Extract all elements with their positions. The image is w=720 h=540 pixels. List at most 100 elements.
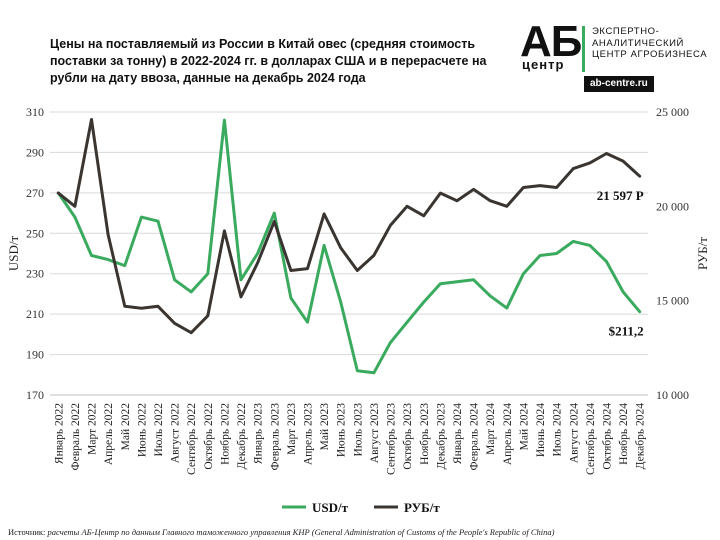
data-point — [356, 369, 359, 372]
data-point — [322, 212, 326, 216]
data-point — [588, 244, 592, 247]
x-tick-label: Февраль 2024 — [469, 403, 481, 471]
data-point — [123, 305, 126, 308]
data-point — [273, 220, 276, 223]
x-tick-label: Май 2022 — [120, 403, 132, 451]
x-tick-label: Июнь 2023 — [336, 403, 348, 457]
data-point — [538, 254, 542, 257]
data-point — [505, 205, 509, 208]
legend-label: РУБ/т — [404, 500, 440, 515]
x-tick-label: Декабрь 2022 — [236, 403, 248, 470]
data-point — [422, 300, 425, 304]
data-point — [90, 254, 93, 257]
x-tick-label: Январь 2023 — [253, 403, 265, 464]
y-right-tick-label: 15 000 — [656, 294, 689, 308]
data-point — [455, 199, 459, 202]
x-tick-label: Июль 2022 — [153, 403, 165, 457]
data-point — [372, 254, 376, 257]
chart-title: Цены на поставляемый из России в Китай о… — [50, 37, 487, 85]
data-point — [239, 295, 243, 299]
data-point — [621, 159, 625, 163]
source-label: Источник: — [8, 527, 46, 537]
data-point — [339, 300, 342, 304]
end-value-label: 21 597 Р — [597, 188, 644, 203]
series-line-rub — [56, 118, 642, 335]
data-point — [206, 272, 210, 275]
data-point — [223, 118, 226, 122]
x-tick-label: Апрель 2022 — [103, 403, 115, 465]
x-tick-label: Ноябрь 2024 — [618, 403, 630, 465]
data-point — [256, 261, 259, 265]
data-point — [505, 306, 509, 310]
x-tick-label: Октябрь 2024 — [601, 403, 613, 470]
x-tick-label: Апрель 2023 — [302, 403, 314, 465]
legend-label: USD/т — [312, 500, 349, 515]
data-point — [638, 310, 641, 313]
data-point — [455, 280, 459, 283]
x-tick-label: Октябрь 2022 — [203, 403, 215, 470]
data-point — [572, 240, 575, 243]
data-point — [405, 321, 409, 324]
data-point — [522, 186, 525, 189]
x-tick-label: Декабрь 2024 — [635, 403, 647, 470]
x-tick-label: Декабрь 2023 — [435, 403, 447, 470]
x-tick-label: Сентябрь 2022 — [186, 403, 198, 475]
data-point — [588, 161, 592, 165]
x-tick-label: Август 2022 — [170, 403, 182, 463]
data-point — [472, 278, 475, 281]
data-point — [239, 278, 243, 281]
y-left-tick-label: 290 — [26, 145, 44, 159]
x-tick-label: Июль 2023 — [352, 403, 364, 457]
data-point — [140, 215, 143, 219]
data-point — [173, 322, 176, 325]
y-left-tick-label: 170 — [26, 388, 44, 402]
data-point — [289, 269, 293, 272]
data-point — [140, 307, 143, 310]
x-tick-label: Август 2023 — [369, 403, 381, 463]
data-point — [322, 244, 326, 247]
data-point — [356, 269, 359, 272]
x-tick-label: Июль 2024 — [552, 403, 564, 457]
data-point — [488, 199, 492, 202]
x-tick-label: Август 2024 — [568, 403, 580, 463]
data-point — [555, 252, 558, 255]
data-point — [90, 118, 93, 121]
x-tick-label: Ноябрь 2022 — [219, 403, 231, 465]
data-point — [289, 296, 293, 300]
x-tick-label: Февраль 2022 — [70, 403, 82, 471]
data-point — [73, 205, 77, 208]
logo-divider — [582, 26, 585, 72]
y-left-tick-label: 190 — [26, 348, 44, 362]
x-tick-label: Апрель 2024 — [502, 403, 514, 465]
source-note: Источник: расчеты АБ-Центр по данным Гла… — [8, 527, 714, 537]
data-point — [339, 246, 342, 250]
x-tick-label: Июнь 2022 — [136, 403, 148, 457]
data-point — [106, 233, 110, 236]
data-point — [123, 264, 126, 267]
y-right-tick-label: 25 000 — [656, 105, 689, 119]
x-tick-label: Октябрь 2023 — [402, 403, 414, 470]
y-left-tick-label: 210 — [26, 307, 44, 321]
y-left-axis-title: USD/т — [6, 236, 21, 272]
data-point — [306, 321, 309, 324]
y-left-tick-label: 310 — [26, 105, 44, 119]
logo-site[interactable]: ab-centre.ru — [584, 76, 654, 92]
data-point — [572, 167, 575, 170]
data-point — [256, 252, 259, 255]
data-point — [389, 224, 392, 227]
data-point — [273, 211, 276, 215]
data-point — [372, 371, 376, 374]
logo-text: ЭКСПЕРТНО-АНАЛИТИЧЕСКИЙ ЦЕНТР АГРОБИЗНЕС… — [592, 26, 708, 60]
data-point — [472, 188, 475, 191]
data-point — [439, 191, 442, 195]
data-point — [605, 152, 608, 155]
logo-sub: центр — [522, 57, 565, 72]
data-point — [488, 294, 492, 298]
x-tick-label: Март 2023 — [286, 403, 298, 455]
data-point — [156, 219, 160, 223]
data-point — [422, 214, 425, 217]
y-right-tick-label: 20 000 — [656, 199, 689, 213]
data-point — [156, 305, 160, 308]
ab-centre-logo[interactable]: АБ центр ЭКСПЕРТНО-АНАЛИТИЧЕСКИЙ ЦЕНТР А… — [518, 20, 714, 94]
data-point — [73, 215, 77, 219]
